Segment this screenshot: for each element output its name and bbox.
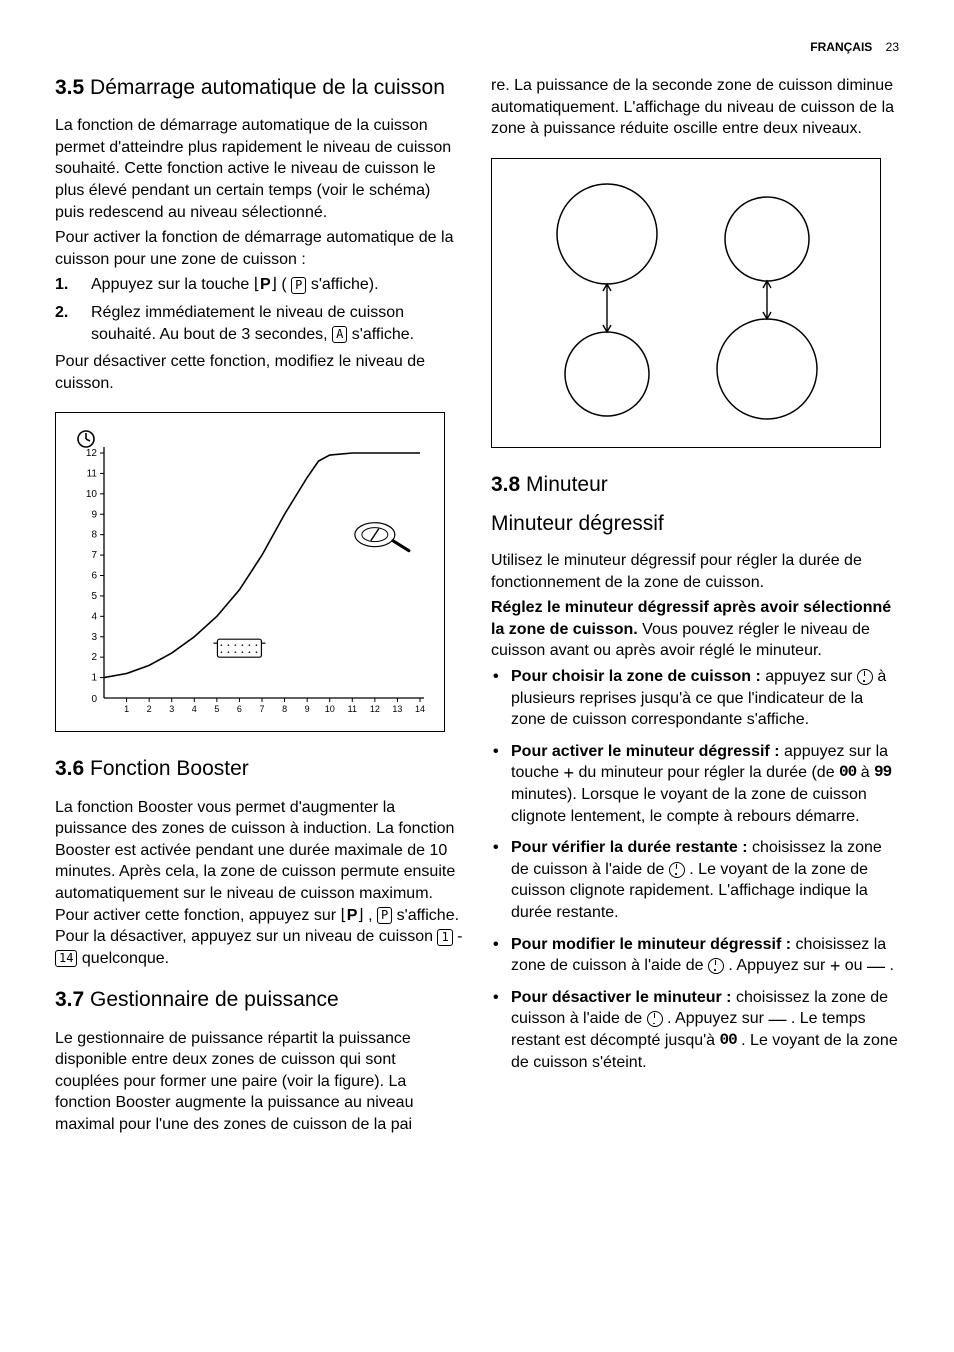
step-2: 2. Réglez immédiatement le niveau de cui… <box>55 302 463 345</box>
bullet-deactivate-timer: Pour désactiver le minuteur : choisissez… <box>491 987 899 1073</box>
svg-text:4: 4 <box>91 612 97 623</box>
clock-icon <box>669 862 685 878</box>
page-header: FRANÇAIS 23 <box>810 40 899 54</box>
minus-icon: — <box>768 1014 786 1024</box>
paragraph: Pour désactiver cette fonction, modifiez… <box>55 351 463 394</box>
paragraph: Le gestionnaire de puissance répartit la… <box>55 1028 463 1136</box>
left-column: 3.5 Démarrage automatique de la cuisson … <box>55 75 463 1154</box>
svg-text:11: 11 <box>348 704 357 714</box>
svg-text:10: 10 <box>86 489 98 500</box>
svg-text:7: 7 <box>91 550 97 561</box>
plus-icon: + <box>830 961 841 971</box>
svg-text:7: 7 <box>259 704 264 714</box>
timer-bullets: Pour choisir la zone de cuisson : appuye… <box>491 666 899 1073</box>
paragraph: Réglez le minuteur dégressif après avoir… <box>491 597 899 662</box>
svg-text:1: 1 <box>91 673 97 684</box>
svg-text:5: 5 <box>214 704 219 714</box>
section-3-7-continued: re. La puissance de la seconde zone de c… <box>491 75 899 140</box>
power-p-icon: P <box>340 905 363 927</box>
paragraph: La fonction de démarrage automatique de … <box>55 115 463 223</box>
chart-svg: 12345678910111212345678910111213140 <box>70 425 430 720</box>
display-1-icon: 1 <box>437 929 452 946</box>
bullet-activate-timer: Pour activer le minuteur dégressif : app… <box>491 741 899 827</box>
svg-text:1: 1 <box>124 704 129 714</box>
subsection-heading: Minuteur dégressif <box>491 512 899 536</box>
svg-text:0: 0 <box>91 694 97 705</box>
section-3-8-body: Utilisez le minuteur dégressif pour régl… <box>491 550 899 1073</box>
svg-text:12: 12 <box>370 704 380 714</box>
paragraph: Pour activer la fonction de démarrage au… <box>55 227 463 270</box>
svg-text:9: 9 <box>305 704 310 714</box>
svg-text:12: 12 <box>86 448 98 459</box>
paragraph: La fonction Booster vous permet d'augmen… <box>55 797 463 970</box>
svg-text:6: 6 <box>237 704 242 714</box>
language-label: FRANÇAIS <box>810 40 872 54</box>
display-p-icon: P <box>291 277 306 294</box>
minus-icon: — <box>867 961 885 971</box>
display-a-icon: A <box>332 326 347 343</box>
bullet-check-remaining: Pour vérifier la durée restante : choisi… <box>491 837 899 923</box>
bullet-choose-zone: Pour choisir la zone de cuisson : appuye… <box>491 666 899 731</box>
section-3-5-heading: 3.5 Démarrage automatique de la cuisson <box>55 75 463 101</box>
display-14-icon: 14 <box>55 950 77 967</box>
svg-text:9: 9 <box>91 510 97 521</box>
svg-text:2: 2 <box>91 653 97 664</box>
section-3-6-body: La fonction Booster vous permet d'augmen… <box>55 797 463 970</box>
svg-text:6: 6 <box>91 571 97 582</box>
svg-text:3: 3 <box>91 632 97 643</box>
svg-text:5: 5 <box>91 591 97 602</box>
heating-curve-chart: 12345678910111212345678910111213140 <box>55 412 445 732</box>
power-p-icon: P <box>254 274 277 296</box>
svg-text:13: 13 <box>392 704 402 714</box>
content-columns: 3.5 Démarrage automatique de la cuisson … <box>55 75 899 1154</box>
clock-icon <box>647 1011 663 1027</box>
seg-00-icon: 00 <box>720 1030 737 1052</box>
svg-text:8: 8 <box>282 704 287 714</box>
ordered-steps: 1. Appuyez sur la touche P ( P s'affiche… <box>55 274 463 345</box>
bullet-modify-timer: Pour modifier le minuteur dégressif : ch… <box>491 934 899 977</box>
svg-text:4: 4 <box>192 704 197 714</box>
section-3-5-body: La fonction de démarrage automatique de … <box>55 115 463 394</box>
right-column: re. La puissance de la seconde zone de c… <box>491 75 899 1154</box>
clock-icon <box>857 669 873 685</box>
svg-text:3: 3 <box>169 704 174 714</box>
svg-text:11: 11 <box>87 469 98 480</box>
section-3-6-heading: 3.6 Fonction Booster <box>55 756 463 782</box>
circles-svg <box>492 159 878 445</box>
section-3-7-body: Le gestionnaire de puissance répartit la… <box>55 1028 463 1136</box>
display-p-icon: P <box>377 907 392 924</box>
svg-text:2: 2 <box>147 704 152 714</box>
paragraph: Utilisez le minuteur dégressif pour régl… <box>491 550 899 593</box>
plus-icon: + <box>563 768 574 778</box>
seg-99-icon: 99 <box>874 762 891 784</box>
step-1: 1. Appuyez sur la touche P ( P s'affiche… <box>55 274 463 296</box>
svg-text:10: 10 <box>325 704 335 714</box>
paragraph: re. La puissance de la seconde zone de c… <box>491 75 899 140</box>
svg-text:14: 14 <box>415 704 425 714</box>
section-3-7-heading: 3.7 Gestionnaire de puissance <box>55 987 463 1013</box>
zone-pairing-diagram <box>491 158 881 448</box>
seg-00-icon: 00 <box>839 762 856 784</box>
svg-text:8: 8 <box>91 530 97 541</box>
clock-icon <box>708 958 724 974</box>
section-3-8-heading: 3.8 Minuteur <box>491 472 899 498</box>
page-number: 23 <box>886 40 899 54</box>
